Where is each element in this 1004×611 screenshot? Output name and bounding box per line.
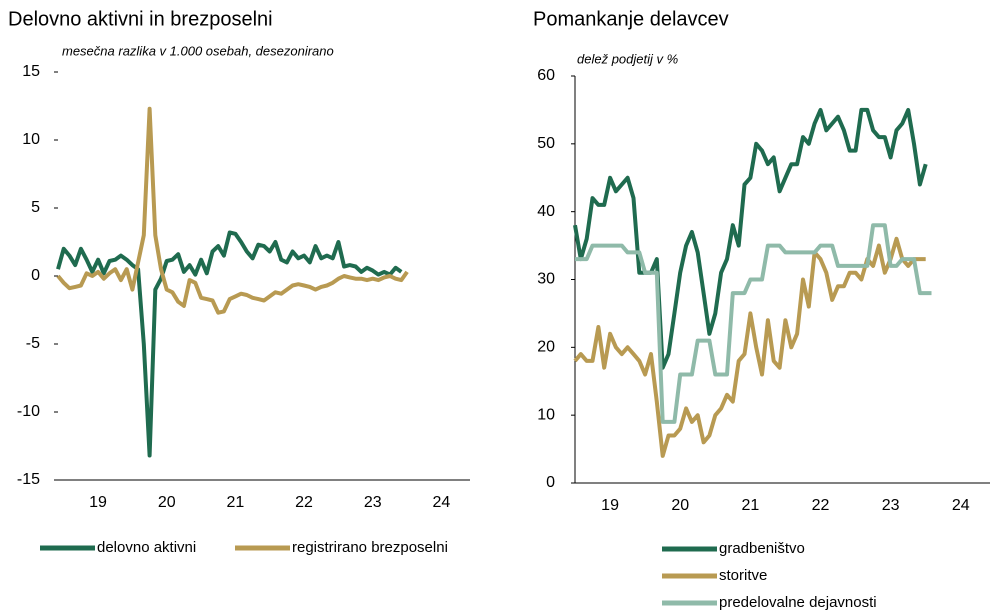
legend-label: predelovalne dejavnosti — [719, 594, 877, 611]
series-line — [56, 230, 403, 458]
y-tick-label: 20 — [537, 339, 555, 356]
chart-subtitle: delež podjetij v % — [577, 51, 678, 66]
x-tick-label: 22 — [295, 494, 313, 511]
series-line — [573, 107, 928, 370]
chart-title: Delovno aktivni in brezposelni — [8, 8, 273, 30]
chart-title: Pomankanje delavcev — [533, 8, 729, 30]
chart-subtitle: mesečna razlika v 1.000 osebah, desezoni… — [62, 43, 334, 58]
x-tick-label: 24 — [952, 497, 970, 514]
x-tick-label: 19 — [89, 494, 107, 511]
y-tick-label: 10 — [22, 131, 40, 148]
x-tick-label: 23 — [882, 497, 900, 514]
x-tick-label: 22 — [812, 497, 830, 514]
x-tick-label: 24 — [432, 494, 450, 511]
x-tick-label: 21 — [741, 497, 759, 514]
x-tick-label: 20 — [158, 494, 176, 511]
y-tick-label: 50 — [537, 135, 555, 152]
x-tick-label: 19 — [601, 497, 619, 514]
legend-label: storitve — [719, 567, 767, 584]
x-tick-label: 20 — [671, 497, 689, 514]
y-tick-label: 30 — [537, 271, 555, 288]
legend-label: registrirano brezposelni — [292, 539, 448, 556]
y-tick-label: 5 — [31, 199, 40, 216]
y-tick-label: -5 — [26, 335, 40, 352]
series-line — [56, 106, 409, 315]
y-tick-label: -15 — [17, 471, 40, 488]
y-tick-label: 10 — [537, 406, 555, 423]
y-tick-label: -10 — [17, 403, 40, 420]
legend-label: delovno aktivni — [97, 539, 196, 556]
y-tick-label: 40 — [537, 203, 555, 220]
x-tick-label: 23 — [364, 494, 382, 511]
legend-label: gradbeništvo — [719, 540, 805, 557]
y-tick-label: 0 — [546, 474, 555, 491]
y-tick-label: 60 — [537, 67, 555, 84]
series-line — [575, 223, 932, 424]
x-tick-label: 21 — [226, 494, 244, 511]
y-tick-label: 15 — [22, 63, 40, 80]
y-tick-label: 0 — [31, 267, 40, 284]
series-line — [573, 236, 926, 458]
